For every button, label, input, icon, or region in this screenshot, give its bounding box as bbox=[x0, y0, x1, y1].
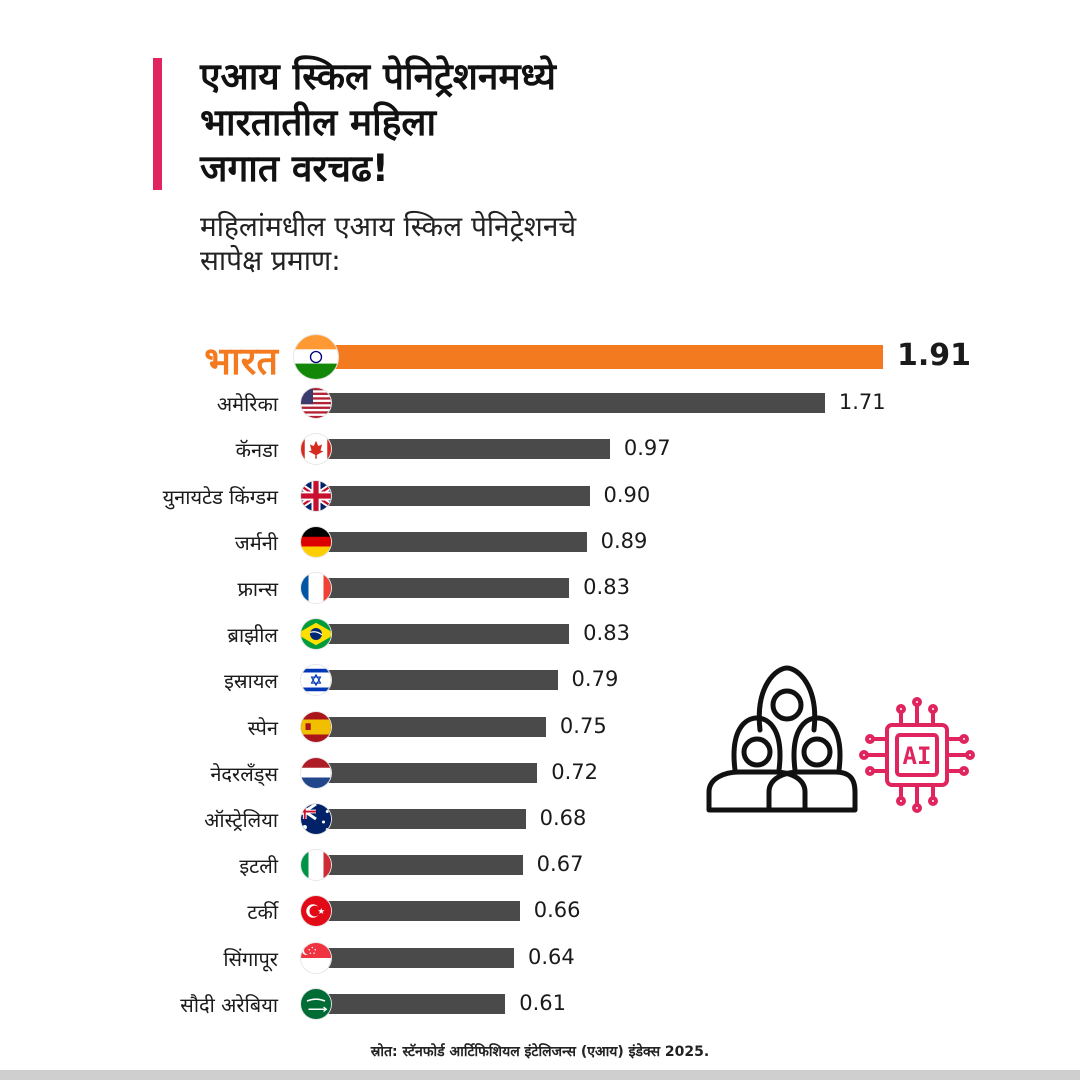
bottom-strip bbox=[0, 1070, 1080, 1080]
bar-9 bbox=[328, 762, 538, 783]
country-label: नेदरलँड्स bbox=[210, 761, 278, 786]
value-label: 0.79 bbox=[571, 667, 619, 692]
subtitle-line-1: महिलांमधील एआय स्किल पेनिट्रेशनचे bbox=[200, 210, 577, 243]
value-label: 0.68 bbox=[539, 806, 587, 830]
subtitle-line-2: सापेक्ष प्रमाण: bbox=[200, 244, 341, 277]
germany-flag-icon bbox=[301, 526, 331, 557]
value-label: 0.66 bbox=[533, 898, 581, 923]
usa-flag-icon bbox=[301, 388, 331, 419]
country-label: भारत bbox=[204, 339, 278, 383]
title-accent-bar bbox=[153, 58, 162, 190]
bar-8 bbox=[328, 716, 546, 737]
israel-flag-icon bbox=[301, 665, 331, 696]
bar-11 bbox=[328, 855, 523, 876]
country-label: इस्रायल bbox=[224, 669, 278, 694]
bar-10 bbox=[328, 809, 526, 829]
australia-flag-icon bbox=[301, 804, 331, 834]
chart-subtitle: महिलांमधील एआय स्किल पेनिट्रेशनचे सापेक्… bbox=[200, 210, 576, 278]
country-label: ऑस्ट्रेलिया bbox=[204, 808, 278, 832]
value-label: 1.91 bbox=[897, 338, 972, 373]
country-label: कॅनडा bbox=[235, 438, 278, 463]
country-label: अमेरिका bbox=[216, 392, 278, 417]
value-label: 0.90 bbox=[603, 482, 651, 507]
brazil-flag-icon bbox=[301, 619, 331, 650]
country-label: टर्की bbox=[247, 900, 278, 925]
uk-flag-icon bbox=[301, 480, 331, 511]
ai-chip-icon bbox=[859, 697, 975, 813]
bar-14 bbox=[328, 993, 506, 1014]
value-label: 0.89 bbox=[600, 528, 648, 553]
saudi-arabia-flag-icon bbox=[301, 988, 331, 1019]
bar-0 bbox=[328, 345, 883, 369]
france-flag-icon bbox=[301, 573, 331, 603]
italy-flag-icon bbox=[301, 850, 331, 881]
country-label: जर्मनी bbox=[234, 530, 278, 555]
bar-4 bbox=[328, 531, 587, 552]
country-label: सौदी अरेबिया bbox=[180, 992, 278, 1017]
value-label: 0.97 bbox=[623, 436, 671, 461]
bar-2 bbox=[328, 439, 610, 460]
country-label: सिंगापूर bbox=[223, 946, 278, 971]
ai-chip-label: AI bbox=[903, 742, 932, 770]
value-label: 0.83 bbox=[583, 621, 630, 646]
value-label: 1.71 bbox=[838, 390, 886, 415]
bar-6 bbox=[328, 624, 570, 645]
bar-3 bbox=[328, 485, 590, 506]
singapore-flag-icon bbox=[301, 942, 331, 973]
title-line-2: भारतातील महिला bbox=[200, 101, 437, 144]
country-label: ब्राझील bbox=[227, 623, 278, 648]
bar-12 bbox=[328, 901, 520, 922]
turkey-flag-icon bbox=[301, 896, 331, 927]
value-label: 0.67 bbox=[536, 852, 584, 877]
women-group-icon bbox=[706, 665, 858, 813]
bar-1 bbox=[328, 393, 825, 414]
source-note: स्रोत: स्टॅनफोर्ड आर्टिफिशियल इंटेलिजन्स… bbox=[370, 1044, 710, 1060]
country-label: फ्रान्स bbox=[237, 577, 278, 601]
value-label: 0.64 bbox=[527, 944, 575, 969]
canada-flag-icon bbox=[301, 434, 331, 465]
spain-flag-icon bbox=[301, 711, 331, 742]
bar-chart: भारत 1.91 अमेरिका 1.71 कॅनडा 0.97 युनायटेड किं… bbox=[0, 325, 1080, 1025]
bar-5 bbox=[328, 578, 570, 598]
india-flag-icon bbox=[294, 335, 338, 379]
value-label: 0.72 bbox=[551, 759, 598, 784]
country-label: इटली bbox=[239, 854, 278, 879]
bar-7 bbox=[328, 670, 558, 691]
netherlands-flag-icon bbox=[301, 757, 331, 788]
value-label: 0.75 bbox=[559, 713, 607, 738]
chart-title: एआय स्किल पेनिट्रेशनमध्ये भारतातील महिला… bbox=[200, 54, 556, 192]
value-label: 0.83 bbox=[583, 575, 630, 599]
value-label: 0.61 bbox=[519, 990, 567, 1015]
country-label: स्पेन bbox=[247, 715, 278, 740]
women-ai-illustration: AI bbox=[706, 665, 975, 813]
title-line-1: एआय स्किल पेनिट्रेशनमध्ये bbox=[200, 55, 556, 98]
title-line-3: जगात वरचढ! bbox=[200, 147, 389, 190]
country-label: युनायटेड किंग्डम bbox=[162, 484, 278, 509]
bar-13 bbox=[328, 947, 514, 968]
